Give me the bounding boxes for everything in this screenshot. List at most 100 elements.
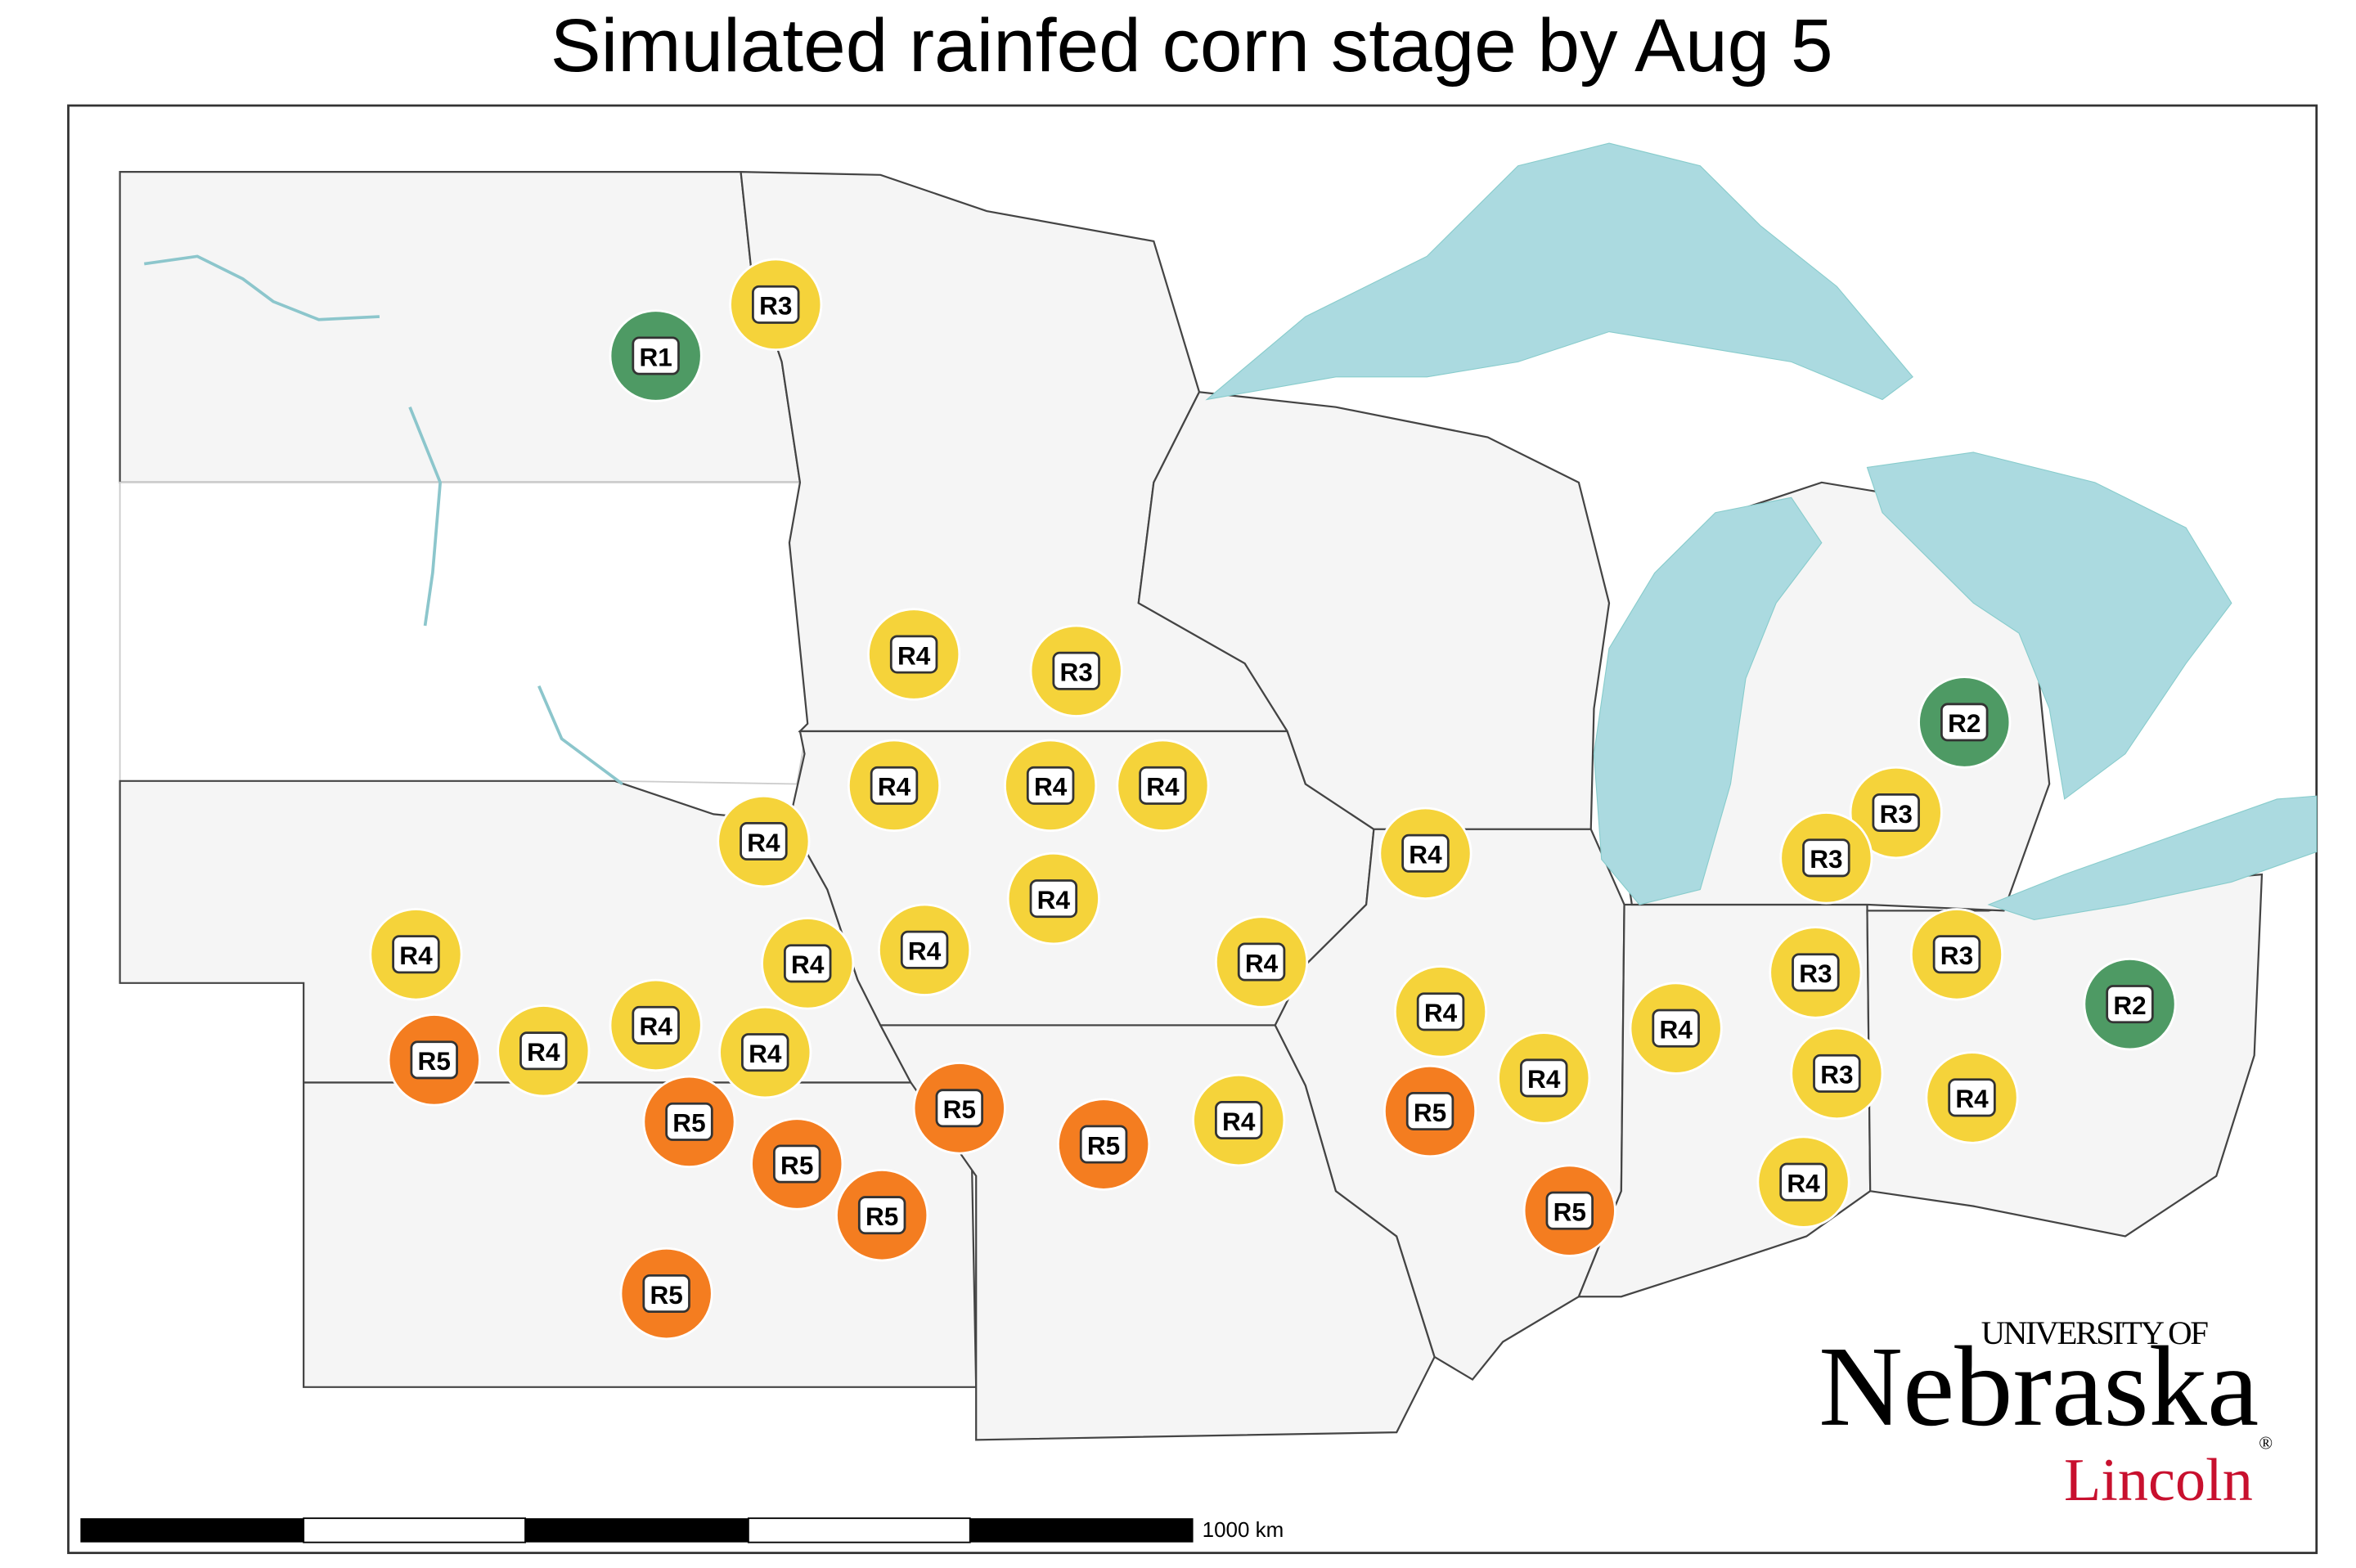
river bbox=[408, 406, 443, 627]
marker-label-box bbox=[1652, 1009, 1700, 1048]
lake bbox=[1593, 496, 1823, 905]
station-marker: R3 bbox=[1779, 811, 1873, 905]
marker-label: R5 bbox=[1414, 1098, 1446, 1127]
marker-label-box bbox=[1405, 1091, 1455, 1130]
marker-label: R3 bbox=[1880, 800, 1913, 829]
title: Simulated rainfed corn stage by Aug 5 bbox=[551, 2, 1833, 88]
marker-label: R5 bbox=[1087, 1131, 1120, 1160]
marker-label-box bbox=[2106, 985, 2154, 1024]
marker-label: R4 bbox=[897, 641, 931, 670]
lake bbox=[1987, 795, 2318, 920]
marker-label-box bbox=[741, 1033, 789, 1072]
marker-label: R4 bbox=[1527, 1065, 1561, 1094]
marker-label-box bbox=[1779, 1162, 1828, 1202]
marker-label: R5 bbox=[943, 1095, 976, 1124]
station-marker: R1 bbox=[609, 309, 703, 402]
lake bbox=[1866, 452, 2232, 800]
markers: R3 R1 R4 R3 R4 R4 R4 R4 R4 R4 R4 R4 R4 R4 R4 R4 R4 R4 R5 R5… bbox=[369, 258, 2177, 1341]
station-marker: R4 bbox=[1006, 851, 1100, 946]
station-marker: R3 bbox=[729, 258, 823, 352]
station-marker: R4 bbox=[1378, 806, 1472, 900]
river bbox=[537, 685, 623, 785]
station-marker: R5 bbox=[1522, 1164, 1616, 1257]
marker-label-box bbox=[1545, 1191, 1594, 1230]
marker-label: R3 bbox=[1940, 941, 1973, 970]
marker-label-box bbox=[1802, 838, 1850, 878]
marker-label-box bbox=[1872, 793, 1920, 833]
marker-label: R4 bbox=[747, 829, 780, 857]
station-marker: R3 bbox=[1849, 766, 1943, 860]
scale-bar bbox=[80, 1517, 1194, 1543]
station-marker: R4 bbox=[718, 1005, 812, 1099]
marker-label: R4 bbox=[1034, 773, 1068, 802]
marker-label-box bbox=[870, 766, 919, 805]
station-marker: R3 bbox=[1769, 926, 1863, 1019]
marker-label: R3 bbox=[1810, 845, 1842, 874]
marker-label-box bbox=[1940, 703, 1989, 742]
marker-label: R5 bbox=[672, 1109, 705, 1138]
marker-label-box bbox=[773, 1144, 821, 1184]
station-marker: R4 bbox=[867, 608, 961, 701]
marker-label-box bbox=[392, 935, 440, 974]
marker-label-box bbox=[740, 822, 788, 861]
logo-top: UNIVERSITY OF bbox=[1981, 1314, 2209, 1351]
marker-label: R4 bbox=[1424, 999, 1458, 1027]
state bbox=[119, 481, 809, 785]
station-marker: R5 bbox=[912, 1062, 1006, 1155]
state bbox=[119, 171, 802, 483]
station-marker: R5 bbox=[642, 1075, 736, 1169]
marker-label-box bbox=[410, 1040, 458, 1080]
marker-label: R5 bbox=[780, 1151, 813, 1179]
river bbox=[144, 254, 380, 321]
marker-label: R4 bbox=[1409, 841, 1442, 869]
station-marker: R5 bbox=[387, 1013, 481, 1107]
marker-label-box bbox=[857, 1196, 906, 1235]
marker-label: R4 bbox=[1245, 949, 1279, 977]
station-marker: R4 bbox=[847, 739, 942, 833]
marker-label-box bbox=[900, 930, 949, 969]
station-marker: R3 bbox=[1790, 1027, 1884, 1121]
station-marker: R5 bbox=[1057, 1098, 1151, 1191]
marker-label: R5 bbox=[1553, 1198, 1586, 1227]
lake bbox=[1205, 142, 1913, 401]
station-marker: R4 bbox=[1116, 739, 1210, 833]
marker-label: R4 bbox=[1037, 886, 1071, 914]
marker-label-box bbox=[935, 1089, 984, 1128]
marker-label: R4 bbox=[1787, 1170, 1820, 1198]
marker-label-box bbox=[632, 1005, 680, 1045]
station-marker: R5 bbox=[835, 1168, 929, 1262]
station-marker: R4 bbox=[1756, 1135, 1850, 1229]
marker-label: R5 bbox=[866, 1202, 898, 1231]
marker-label: R2 bbox=[1948, 709, 1981, 738]
marker-label-box bbox=[1052, 651, 1100, 690]
station-marker: R4 bbox=[717, 794, 811, 888]
marker-label: R4 bbox=[1222, 1107, 1256, 1136]
marker-label-box bbox=[1948, 1078, 1996, 1117]
station-marker: R4 bbox=[369, 908, 463, 1001]
marker-label-box bbox=[665, 1102, 713, 1141]
station-marker: R4 bbox=[878, 903, 972, 996]
station-marker: R4 bbox=[1215, 915, 1309, 1009]
marker-label: R4 bbox=[1146, 773, 1180, 802]
marker-label: R4 bbox=[791, 950, 825, 979]
station-marker: R4 bbox=[1497, 1031, 1591, 1125]
marker-label-box bbox=[1079, 1125, 1128, 1164]
station-marker: R4 bbox=[761, 917, 855, 1010]
marker-label: R4 bbox=[878, 773, 911, 802]
marker-label-box bbox=[632, 336, 680, 375]
station-marker: R2 bbox=[1918, 676, 2012, 769]
station-marker: R3 bbox=[1029, 624, 1123, 717]
marker-label: R4 bbox=[749, 1040, 782, 1068]
station-marker: R5 bbox=[750, 1117, 844, 1211]
basemap: 1000 km UNIVERSITY OF Nebraska ® Lincoln bbox=[67, 104, 2318, 1554]
station-marker: R2 bbox=[2083, 957, 2177, 1051]
station-marker: R4 bbox=[1192, 1073, 1286, 1167]
station-marker: R5 bbox=[619, 1247, 713, 1341]
scale-label: 1000 km bbox=[1203, 1519, 1284, 1542]
marker-label: R4 bbox=[908, 937, 942, 966]
marker-label-box bbox=[1792, 953, 1840, 992]
state bbox=[1137, 391, 1611, 830]
marker-label-box bbox=[519, 1031, 568, 1071]
station-marker: R4 bbox=[497, 1004, 591, 1098]
